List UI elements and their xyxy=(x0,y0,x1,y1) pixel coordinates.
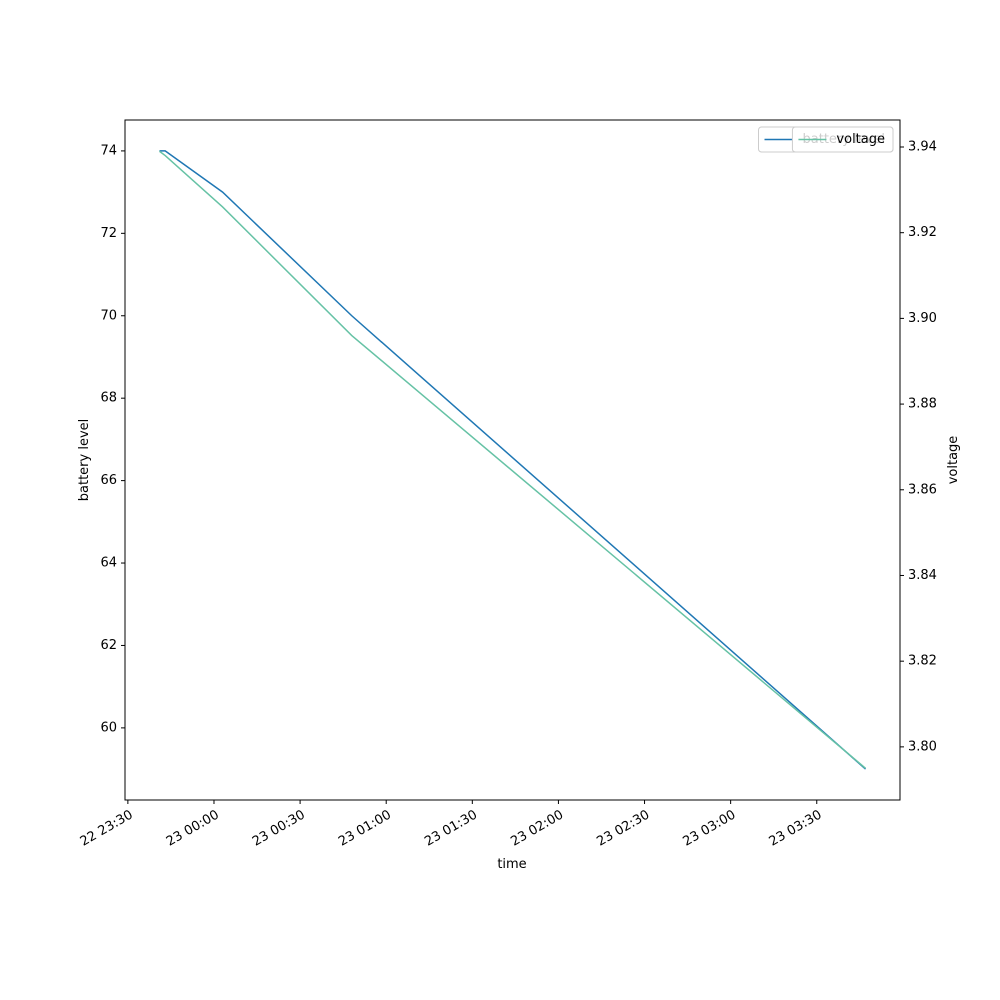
x-tick-label: 23 01:00 xyxy=(336,808,394,850)
x-tick-label: 22 23:30 xyxy=(78,808,136,850)
y-tick-label: 74 xyxy=(100,143,117,158)
y-tick-label: 62 xyxy=(100,638,117,653)
y2-tick-label: 3.86 xyxy=(908,482,937,497)
legend: voltage xyxy=(791,126,894,153)
plot-frame xyxy=(124,119,901,801)
y-axis-label: battery level xyxy=(77,419,92,502)
y-tick-label: 64 xyxy=(100,556,117,571)
x-tick-label: 23 01:30 xyxy=(422,808,480,850)
y2-tick-label: 3.84 xyxy=(908,568,937,583)
x-tick-label: 23 03:30 xyxy=(767,808,825,850)
data-line xyxy=(158,150,867,769)
x-tick-label: 23 03:00 xyxy=(681,808,739,850)
y-tick-label: 66 xyxy=(100,473,117,488)
y2-tick-label: 3.80 xyxy=(908,739,937,754)
x-tick-label: 23 02:00 xyxy=(508,808,566,850)
y2-tick-label: 3.94 xyxy=(908,139,937,154)
x-tick-label: 23 02:30 xyxy=(594,808,652,850)
x-axis-label: time xyxy=(497,857,526,872)
y-tick-label: 70 xyxy=(100,308,117,323)
data-line xyxy=(159,150,867,770)
legend-box xyxy=(791,126,894,153)
y2-tick-label: 3.88 xyxy=(908,397,937,412)
x-tick-label: 23 00:30 xyxy=(250,808,308,850)
y2-axis-label: voltage xyxy=(946,436,961,485)
y2-tick-label: 3.90 xyxy=(908,311,937,326)
x-tick-label: 23 00:00 xyxy=(164,808,222,850)
y2-tick-label: 3.92 xyxy=(908,225,937,240)
y2-tick-label: 3.82 xyxy=(908,654,937,669)
y-tick-label: 68 xyxy=(100,391,117,406)
legend-label: voltage xyxy=(836,132,885,147)
y-tick-label: 72 xyxy=(100,226,117,241)
y-tick-label: 60 xyxy=(100,720,117,735)
